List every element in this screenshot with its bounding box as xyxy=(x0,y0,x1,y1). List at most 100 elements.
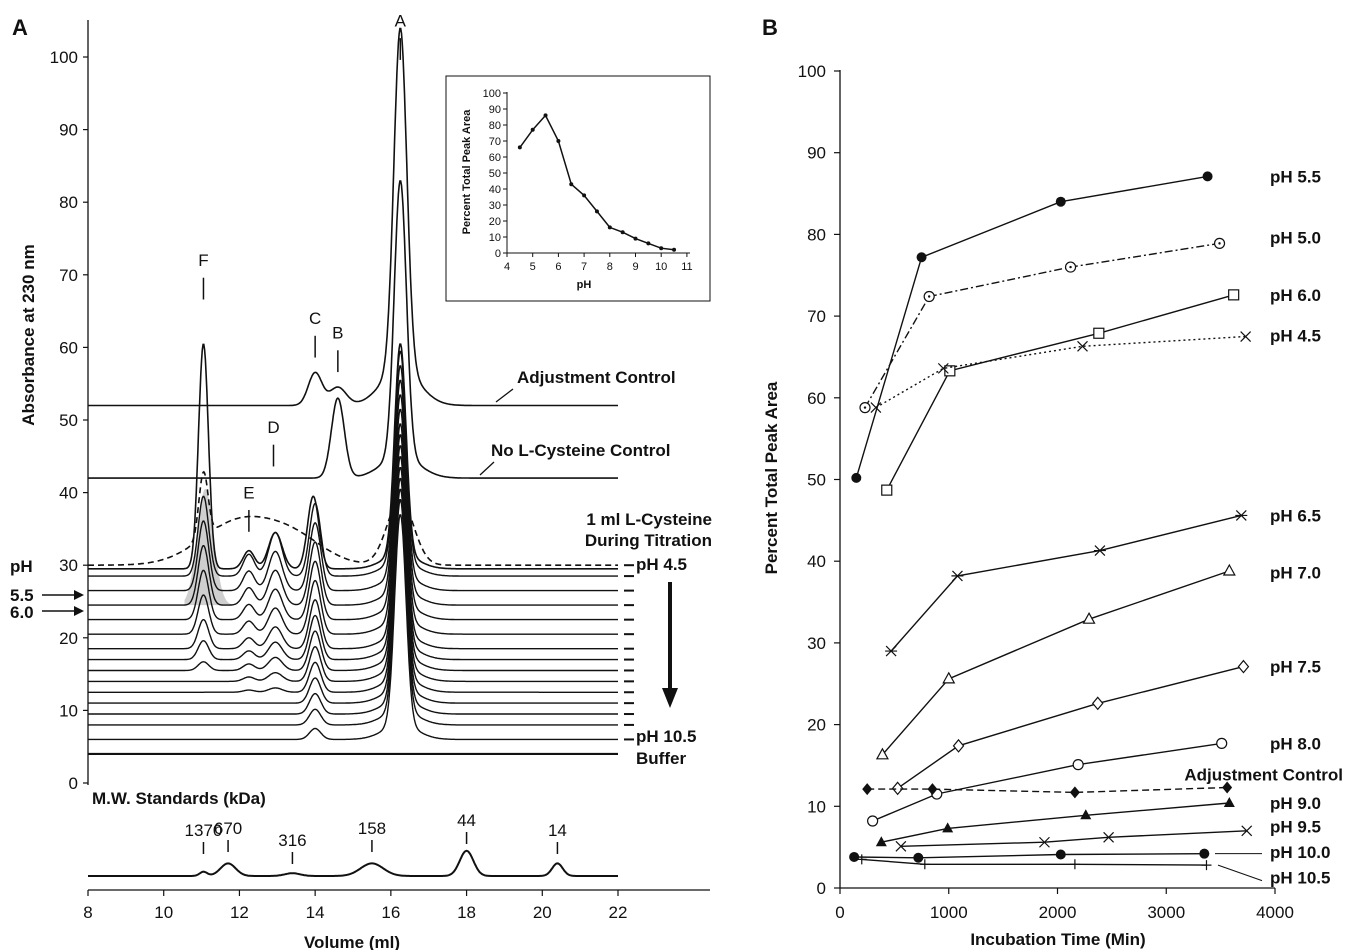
chromatogram-traces xyxy=(88,27,618,756)
series-marker xyxy=(1103,831,1115,843)
series-label: pH 6.0 xyxy=(1270,286,1321,305)
series-marker xyxy=(1093,545,1106,557)
peak-label: D xyxy=(267,418,279,437)
trace-titration xyxy=(88,350,618,577)
series-line xyxy=(875,335,1246,409)
series-line xyxy=(886,294,1234,491)
peak-label: A xyxy=(395,12,407,31)
inset-point xyxy=(517,145,522,150)
peak-label: F xyxy=(198,251,208,270)
series-label: pH 5.5 xyxy=(1270,167,1321,186)
trace-dashed xyxy=(88,470,618,566)
x-tick-label: 16 xyxy=(381,903,400,922)
series-marker xyxy=(942,822,954,833)
series-marker xyxy=(937,362,949,374)
series-marker xyxy=(1216,737,1228,749)
series-marker xyxy=(919,859,930,870)
series-marker xyxy=(942,671,956,684)
ph-arrow-1-head xyxy=(74,590,84,600)
series-line xyxy=(872,742,1222,822)
inset-y-tick-label: 50 xyxy=(489,168,501,180)
series-marker xyxy=(913,852,924,863)
series-marker xyxy=(870,402,882,414)
inset-y-tick-label: 20 xyxy=(489,216,501,228)
b-y-tick-label: 60 xyxy=(807,389,826,408)
inset-x-tick-label: 11 xyxy=(681,261,692,273)
cysteine-label-line2: During Titration xyxy=(585,531,712,550)
inset-x-tick-label: 8 xyxy=(607,261,613,273)
series-marker xyxy=(1222,563,1236,576)
series-label: pH 9.0 xyxy=(1270,794,1321,813)
trace-titration xyxy=(88,456,618,683)
inset-frame xyxy=(445,75,711,302)
inset-point xyxy=(569,182,574,187)
series-marker xyxy=(1069,859,1080,870)
b-y-tick-label: 80 xyxy=(807,225,826,244)
inset-y-tick-label: 30 xyxy=(489,200,501,212)
ph-end-label: pH 10.5 xyxy=(636,727,696,746)
inset-x-tick-label: 6 xyxy=(555,261,561,273)
y-tick-label: 0 xyxy=(69,774,78,793)
y-tick-label: 60 xyxy=(59,338,78,357)
inset-y-axis-label: Percent Total Peak Area xyxy=(461,109,473,235)
b-y-tick-label: 40 xyxy=(807,552,826,571)
series-marker xyxy=(1072,759,1084,771)
inset-point xyxy=(530,127,535,132)
inset-y-tick-label: 40 xyxy=(489,184,501,196)
series-line xyxy=(900,830,1247,847)
trace-titration xyxy=(88,365,618,592)
series-marker xyxy=(885,645,898,657)
mw-standard-label: 316 xyxy=(278,831,306,850)
inset-y-tick-label: 90 xyxy=(489,104,501,116)
series-marker xyxy=(867,815,879,827)
series-line xyxy=(854,853,1205,859)
b-y-tick-label: 70 xyxy=(807,307,826,326)
peak-label: E xyxy=(243,483,254,502)
panel-a-y-ticks: 0 10 20 30 40 50 60 70 80 90 100 xyxy=(50,48,88,793)
inset-y-tick-label: 100 xyxy=(483,88,501,100)
series-marker xyxy=(1202,171,1213,182)
inset-point xyxy=(582,193,587,198)
inset-point xyxy=(646,241,651,246)
x-tick-label: 22 xyxy=(609,903,628,922)
series-line xyxy=(855,175,1208,479)
inset-x-tick-label: 10 xyxy=(655,261,667,273)
series-marker xyxy=(1223,797,1235,808)
trace-no-cysteine-control xyxy=(88,180,618,479)
series-marker xyxy=(1055,849,1066,860)
inset-y-tick-label: 70 xyxy=(489,136,501,148)
b-y-tick-label: 0 xyxy=(817,879,826,898)
series-line xyxy=(881,802,1230,843)
panel-a-x-axis-label: Volume (ml) xyxy=(304,933,400,950)
y-tick-label: 10 xyxy=(59,701,78,720)
ph-axis-label: pH xyxy=(10,557,33,576)
inset-point xyxy=(543,113,548,118)
series-label: pH 5.0 xyxy=(1270,229,1321,248)
inset-point xyxy=(556,139,561,143)
ph-arrow-2-head xyxy=(74,606,84,616)
series-marker xyxy=(849,851,860,862)
buffer-label: Buffer xyxy=(636,749,686,768)
panel-b-x-axis-label: Incubation Time (Min) xyxy=(970,930,1145,949)
series-label: pH 9.5 xyxy=(1270,818,1321,837)
trace-adjustment-control xyxy=(88,27,618,407)
series-marker xyxy=(1080,809,1092,820)
inset-point xyxy=(672,247,677,252)
trace-titration xyxy=(88,408,618,635)
ph-arrow-label-1: 5.5 xyxy=(10,586,34,605)
ph-arrow-label-2: 6.0 xyxy=(10,603,34,622)
y-tick-label: 100 xyxy=(50,48,78,67)
peak-label: B xyxy=(332,324,343,343)
trace-titration xyxy=(88,467,618,693)
adjustment-control-label: Adjustment Control xyxy=(517,368,676,387)
series-marker xyxy=(1240,331,1252,342)
no-cysteine-control-leader xyxy=(479,461,495,476)
series-label: pH 7.5 xyxy=(1270,658,1321,677)
series-marker-dot xyxy=(863,406,867,409)
panel-a-label: A xyxy=(12,15,28,40)
inset-series xyxy=(517,113,677,252)
inset-y-tick-label: 0 xyxy=(495,248,501,260)
series-marker xyxy=(944,365,956,377)
